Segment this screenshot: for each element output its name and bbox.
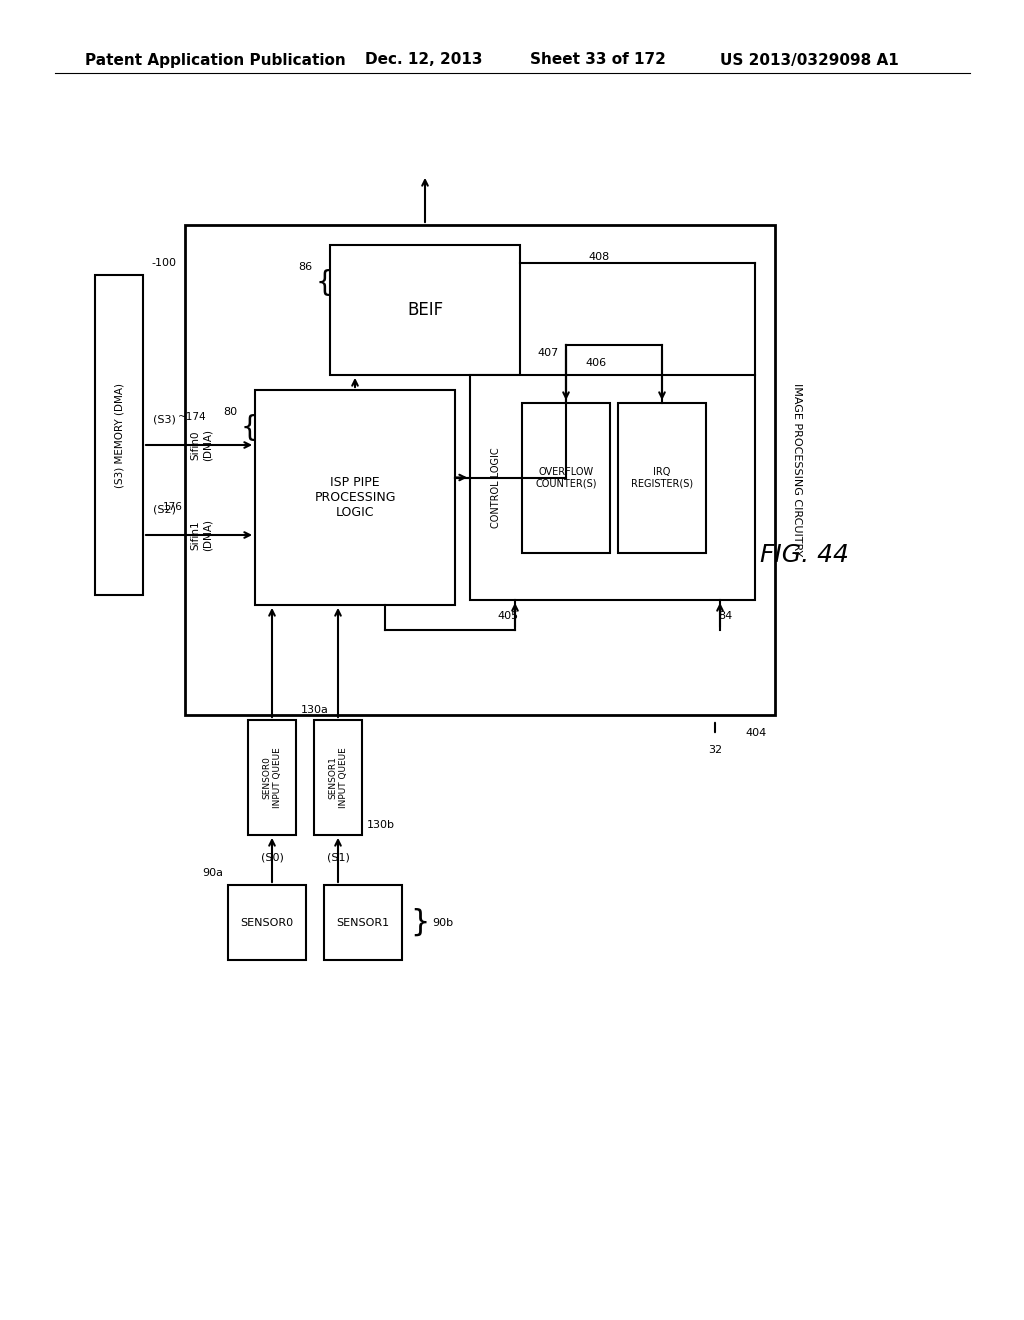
Text: {: { [315, 269, 333, 297]
Bar [618, 403, 706, 553]
Text: 84: 84 [718, 611, 732, 620]
Bar [95, 275, 143, 595]
Text: US 2013/0329098 A1: US 2013/0329098 A1 [720, 53, 899, 67]
Bar [185, 224, 775, 715]
Text: ISP PIPE
PROCESSING
LOGIC: ISP PIPE PROCESSING LOGIC [314, 477, 395, 519]
Text: -100: -100 [151, 257, 176, 268]
Text: (S0): (S0) [260, 851, 284, 862]
Text: 90b: 90b [432, 917, 454, 928]
Text: BEIF: BEIF [407, 301, 443, 319]
Text: 130b: 130b [367, 820, 395, 830]
Text: 405: 405 [498, 611, 518, 620]
Bar [522, 403, 610, 553]
Text: SENSOR0: SENSOR0 [241, 917, 294, 928]
Text: IRQ
REGISTER(S): IRQ REGISTER(S) [631, 467, 693, 488]
Bar [314, 719, 362, 836]
Bar [248, 719, 296, 836]
Bar [255, 389, 455, 605]
Text: 406: 406 [586, 358, 606, 368]
Text: Sifin0
(DMA): Sifin0 (DMA) [190, 429, 212, 461]
Text: SENSOR0
INPUT QUEUE: SENSOR0 INPUT QUEUE [262, 747, 282, 808]
Text: SENSOR1
INPUT QUEUE: SENSOR1 INPUT QUEUE [329, 747, 348, 808]
Text: (S1): (S1) [327, 851, 349, 862]
Text: (S2): (S2) [153, 506, 176, 515]
Text: IMAGE PROCESSING CIRCUITRY: IMAGE PROCESSING CIRCUITRY [792, 383, 802, 557]
Text: 130a: 130a [301, 705, 329, 715]
Text: CONTROL LOGIC: CONTROL LOGIC [490, 447, 501, 528]
Text: 90a: 90a [202, 869, 223, 878]
Text: 176: 176 [163, 502, 183, 512]
Text: SENSOR1: SENSOR1 [337, 917, 389, 928]
Text: 32: 32 [708, 744, 722, 755]
Text: ~174: ~174 [178, 412, 207, 422]
Text: 408: 408 [588, 252, 609, 261]
Bar [228, 884, 306, 960]
Text: {: { [241, 414, 258, 442]
Text: 80: 80 [223, 407, 237, 417]
Text: OVERFLOW
COUNTER(S): OVERFLOW COUNTER(S) [536, 467, 597, 488]
Text: }: } [410, 908, 429, 937]
Text: Sheet 33 of 172: Sheet 33 of 172 [530, 53, 666, 67]
Text: 407: 407 [538, 348, 559, 358]
Text: Patent Application Publication: Patent Application Publication [85, 53, 346, 67]
Text: (S3): (S3) [153, 414, 176, 425]
Text: (S3) MEMORY (DMA): (S3) MEMORY (DMA) [114, 383, 124, 487]
Bar [324, 884, 402, 960]
Text: FIG. 44: FIG. 44 [760, 543, 849, 568]
Text: 86: 86 [298, 261, 312, 272]
Text: 404: 404 [745, 729, 767, 738]
Bar [470, 375, 755, 601]
Text: Dec. 12, 2013: Dec. 12, 2013 [365, 53, 482, 67]
Bar [330, 246, 520, 375]
Text: Sifin1
(DMA): Sifin1 (DMA) [190, 519, 212, 550]
